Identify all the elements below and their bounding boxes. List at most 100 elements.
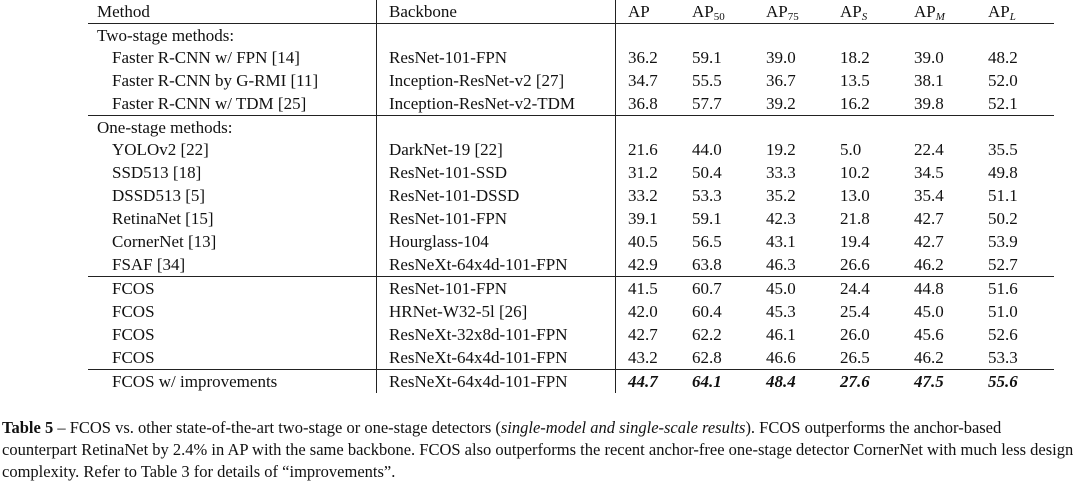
apm-cell: 46.2 xyxy=(914,255,944,274)
backbone-cell: ResNet-101-FPN xyxy=(376,46,616,69)
header-ap75: AP75 xyxy=(758,0,832,24)
caption-text: FCOS vs. other state-of-the-art two-stag… xyxy=(69,418,501,437)
backbone-cell: ResNet-101-FPN xyxy=(376,276,616,300)
backbone-cell: ResNeXt-64x4d-101-FPN xyxy=(376,369,616,393)
method-cell: Faster R-CNN by G-RMI [11] xyxy=(112,71,319,90)
method-cell: FCOS xyxy=(112,302,155,321)
aps-cell: 5.0 xyxy=(840,140,862,159)
method-cell: YOLOv2 [22] xyxy=(112,140,209,159)
table-row: FSAF [34] ResNeXt-64x4d-101-FPN 42.9 63.8 46… xyxy=(88,253,1054,277)
method-cell: FCOS w/ improvements xyxy=(88,369,377,393)
ap-cell: 33.2 xyxy=(615,184,684,207)
results-table: Method Backbone AP AP50 AP75 APS APM APL… xyxy=(88,0,1054,393)
ap75-cell: 45.3 xyxy=(766,302,796,321)
ap50-cell: 56.5 xyxy=(692,232,722,251)
ap50-cell: 60.4 xyxy=(692,302,722,321)
apm-cell: 39.8 xyxy=(914,94,944,113)
ap75-cell: 48.4 xyxy=(758,369,832,393)
ap75-cell: 39.2 xyxy=(766,94,796,113)
method-cell: SSD513 [18] xyxy=(112,163,202,182)
backbone-cell: DarkNet-19 [22] xyxy=(376,138,616,161)
apm-cell: 45.0 xyxy=(914,302,944,321)
aps-cell: 25.4 xyxy=(840,302,870,321)
ap-cell: 42.9 xyxy=(615,253,684,277)
aps-cell: 26.6 xyxy=(840,255,870,274)
backbone-cell: ResNeXt-32x8d-101-FPN xyxy=(376,323,616,346)
aps-cell: 16.2 xyxy=(840,94,870,113)
table-caption: Table 5 – FCOS vs. other state-of-the-ar… xyxy=(2,418,1074,481)
ap-cell: 40.5 xyxy=(615,230,684,253)
ap50-cell: 57.7 xyxy=(692,94,722,113)
ap-cell: 36.8 xyxy=(615,92,684,116)
method-cell: FCOS xyxy=(112,348,155,367)
ap50-cell: 63.8 xyxy=(692,255,722,274)
method-cell: DSSD513 [5] xyxy=(112,186,206,205)
ap75-cell: 46.6 xyxy=(766,348,796,367)
apl-cell: 52.1 xyxy=(988,94,1018,113)
ap-cell: 39.1 xyxy=(615,207,684,230)
method-cell: CornerNet [13] xyxy=(112,232,217,251)
apm-cell: 42.7 xyxy=(914,232,944,251)
ap75-cell: 33.3 xyxy=(766,163,796,182)
header-aps: APS xyxy=(832,0,906,24)
header-ap: AP xyxy=(615,0,684,24)
apm-cell: 22.4 xyxy=(914,140,944,159)
table-row: CornerNet [13] Hourglass-104 40.5 56.5 43.1 1… xyxy=(88,230,1054,253)
section-label: One-stage methods: xyxy=(88,115,377,138)
ap-cell: 43.2 xyxy=(615,346,684,370)
table-row: Faster R-CNN by G-RMI [11] Inception-ResN… xyxy=(88,69,1054,92)
aps-cell: 27.6 xyxy=(832,369,906,393)
ap50-cell: 50.4 xyxy=(692,163,722,182)
table-row: Faster R-CNN w/ TDM [25] Inception-ResNet… xyxy=(88,92,1054,116)
apl-cell: 53.9 xyxy=(988,232,1018,251)
table-row: YOLOv2 [22] DarkNet-19 [22] 21.6 44.0 19.2 5.… xyxy=(88,138,1054,161)
aps-cell: 19.4 xyxy=(840,232,870,251)
table-row: SSD513 [18] ResNet-101-SSD 31.2 50.4 33.3 10.… xyxy=(88,161,1054,184)
method-cell: Faster R-CNN w/ TDM [25] xyxy=(112,94,307,113)
apm-cell: 47.5 xyxy=(906,369,980,393)
table-row: FCOS ResNeXt-64x4d-101-FPN 43.2 62.8 46.6 26.… xyxy=(88,346,1054,370)
ap-cell: 31.2 xyxy=(615,161,684,184)
backbone-cell: ResNet-101-FPN xyxy=(376,207,616,230)
apl-cell: 52.7 xyxy=(988,255,1018,274)
header-backbone: Backbone xyxy=(376,0,616,24)
caption-italic: single-model and single-scale results xyxy=(500,418,746,437)
apl-cell: 51.1 xyxy=(988,186,1018,205)
ap-cell: 34.7 xyxy=(615,69,684,92)
ap50-cell: 53.3 xyxy=(692,186,722,205)
backbone-cell: ResNet-101-DSSD xyxy=(376,184,616,207)
backbone-cell: Inception-ResNet-v2-TDM xyxy=(376,92,616,116)
backbone-cell: ResNet-101-SSD xyxy=(376,161,616,184)
aps-cell: 18.2 xyxy=(840,48,870,67)
ap-cell: 42.7 xyxy=(615,323,684,346)
method-cell: FCOS xyxy=(88,276,377,300)
ap-cell: 41.5 xyxy=(615,276,684,300)
section-one-stage: One-stage methods: xyxy=(88,115,1054,138)
aps-cell: 26.5 xyxy=(840,348,870,367)
table-row: FCOS w/ improvements ResNeXt-64x4d-101-FP… xyxy=(88,369,1054,393)
table-row: DSSD513 [5] ResNet-101-DSSD 33.2 53.3 35.2 13… xyxy=(88,184,1054,207)
ap-cell: 21.6 xyxy=(615,138,684,161)
apl-cell: 50.2 xyxy=(988,209,1018,228)
apl-cell: 49.8 xyxy=(988,163,1018,182)
method-cell: Faster R-CNN w/ FPN [14] xyxy=(112,48,300,67)
backbone-cell: HRNet-W32-5l [26] xyxy=(376,300,616,323)
apm-cell: 35.4 xyxy=(914,186,944,205)
header-apl: APL xyxy=(980,0,1054,24)
header-ap50: AP50 xyxy=(684,0,758,24)
table-row: Faster R-CNN w/ FPN [14] ResNet-101-FPN 36… xyxy=(88,46,1054,69)
method-cell: FSAF [34] xyxy=(112,255,186,274)
apl-cell: 35.5 xyxy=(988,140,1018,159)
apm-cell: 42.7 xyxy=(914,209,944,228)
method-cell: RetinaNet [15] xyxy=(112,209,214,228)
ap75-cell: 45.0 xyxy=(758,276,832,300)
aps-cell: 26.0 xyxy=(840,325,870,344)
ap75-cell: 36.7 xyxy=(766,71,796,90)
ap50-cell: 62.8 xyxy=(692,348,722,367)
backbone-cell: ResNeXt-64x4d-101-FPN xyxy=(376,253,616,277)
ap50-cell: 62.2 xyxy=(692,325,722,344)
ap75-cell: 35.2 xyxy=(766,186,796,205)
ap50-cell: 60.7 xyxy=(684,276,758,300)
ap50-cell: 59.1 xyxy=(692,209,722,228)
